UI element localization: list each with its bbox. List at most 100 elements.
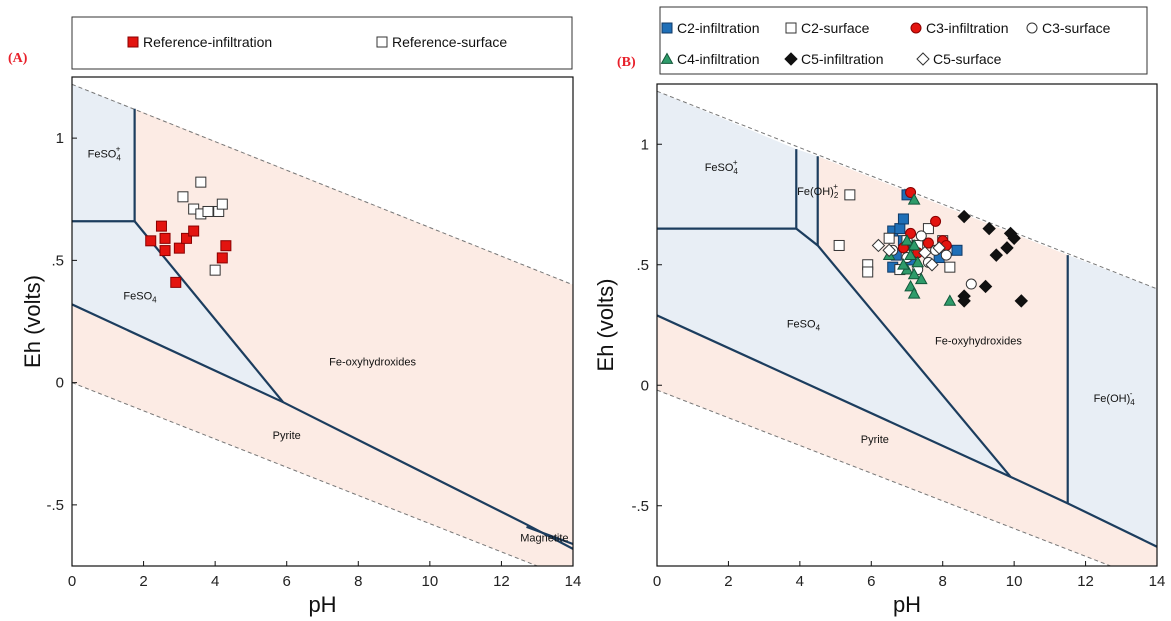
x-tick-label: 4 <box>211 573 219 590</box>
field-label: FeSO4 <box>787 318 821 332</box>
legend-label: Reference-infiltration <box>143 34 272 50</box>
data-point <box>170 276 182 288</box>
data-point <box>904 279 917 292</box>
data-point <box>925 258 939 272</box>
data-point <box>159 232 171 244</box>
x-tick-label: 0 <box>653 573 661 590</box>
data-point <box>932 241 946 255</box>
x-tick-label: 2 <box>139 573 147 590</box>
field-label: Fe(OH)2+ <box>797 182 839 200</box>
data-point <box>922 223 934 235</box>
y-axis-label: Eh (volts) <box>593 279 618 372</box>
legend-marker <box>910 22 922 34</box>
y-tick-label: 1 <box>641 136 649 153</box>
stability-region <box>796 149 818 246</box>
x-tick-label: 6 <box>283 573 291 590</box>
panel-b: (B) C2-infiltration C2-surface C3-infiltra… <box>593 6 1165 617</box>
x-tick-label: 8 <box>354 573 362 590</box>
data-point <box>883 232 895 244</box>
data-point <box>862 266 874 278</box>
data-point <box>181 232 193 244</box>
field-label: Fe(OH)4- <box>1094 389 1136 407</box>
phase-boundary <box>72 303 573 550</box>
legend-marker <box>916 52 930 66</box>
data-point <box>965 278 977 290</box>
data-point <box>957 209 971 224</box>
stability-region <box>657 91 797 229</box>
data-point <box>907 193 921 205</box>
data-point <box>922 237 934 249</box>
phase-boundary <box>133 220 284 403</box>
stability-region <box>134 108 573 549</box>
x-tick-label: 12 <box>493 573 510 590</box>
field-label: Magnetite <box>520 533 568 545</box>
field-label: Pyrite <box>861 434 889 446</box>
data-point <box>188 225 200 237</box>
y-tick-label: -.5 <box>46 497 64 514</box>
panel-b-label: (B) <box>617 55 636 70</box>
panel-b-plot-area: FeSO4+ Fe(OH)2+ FeSO4 Fe-oxyhydroxides Fe(OH… <box>593 83 1165 617</box>
panel-a-legend-box <box>71 16 573 70</box>
data-point <box>216 252 228 264</box>
y-tick-label: 0 <box>641 377 649 394</box>
data-point <box>989 248 1003 262</box>
data-point <box>202 205 214 217</box>
x-tick-label: 2 <box>724 573 732 590</box>
legend-label: C5-surface <box>933 51 1002 67</box>
data-point <box>897 258 910 270</box>
stability-region <box>72 84 135 222</box>
stability-region <box>72 221 284 403</box>
x-tick-label: 10 <box>422 573 439 590</box>
panel-a-plot-area: FeSO4+ FeSO4 Fe-oxyhydroxides Pyrite Magneti… <box>20 76 581 617</box>
data-point <box>833 239 845 251</box>
data-point <box>915 230 927 242</box>
field-label: Fe-oxyhydroxides <box>935 335 1022 347</box>
x-tick-label: 8 <box>939 573 947 590</box>
data-point <box>930 215 942 227</box>
data-point <box>914 272 928 285</box>
data-point <box>900 234 914 246</box>
legend-marker <box>661 22 673 34</box>
panel-a-label: (A) <box>8 51 28 66</box>
panel-b-legend-box <box>659 6 1148 75</box>
field-label: FeSO4+ <box>88 145 122 163</box>
plot-frame <box>656 83 1158 567</box>
x-tick-label: 6 <box>867 573 875 590</box>
panel-a-legend: Reference-infiltration Reference-surface <box>127 34 507 50</box>
data-point <box>944 261 956 273</box>
legend-label: C2-infiltration <box>677 20 759 36</box>
data-point <box>195 176 207 188</box>
plot-frame <box>71 76 574 567</box>
data-point <box>904 248 917 261</box>
data-point <box>173 242 185 254</box>
water-stability-limit <box>72 83 573 286</box>
field-label: FeSO4+ <box>705 158 739 176</box>
series-c5-infiltration <box>957 209 1028 308</box>
y-tick-label: .5 <box>51 252 64 269</box>
series-reference-infiltration <box>145 220 232 288</box>
stability-region <box>657 228 1011 477</box>
data-point <box>978 279 993 294</box>
legend-label: C2-surface <box>801 20 870 36</box>
stability-fields <box>72 83 573 566</box>
y-tick-label: 0 <box>56 375 64 392</box>
data-point <box>905 227 917 239</box>
legend-marker <box>376 36 388 48</box>
data-point <box>145 235 157 247</box>
data-point <box>159 245 171 257</box>
panel-b-legend: C2-infiltration C2-surface C3-infiltration… <box>660 20 1111 67</box>
x-tick-label: 10 <box>1006 573 1023 590</box>
y-axis-label: Eh (volts) <box>20 275 45 368</box>
data-point <box>957 294 971 308</box>
y-tick-label: .5 <box>636 257 649 274</box>
data-point <box>907 267 921 280</box>
data-point <box>1014 294 1028 308</box>
data-point <box>155 220 167 232</box>
data-point <box>907 287 921 299</box>
data-point <box>911 255 925 268</box>
x-tick-label: 12 <box>1077 573 1094 590</box>
x-tick-label: 0 <box>68 573 76 590</box>
y-tick-label: -.5 <box>631 498 649 515</box>
data-point <box>918 245 932 260</box>
